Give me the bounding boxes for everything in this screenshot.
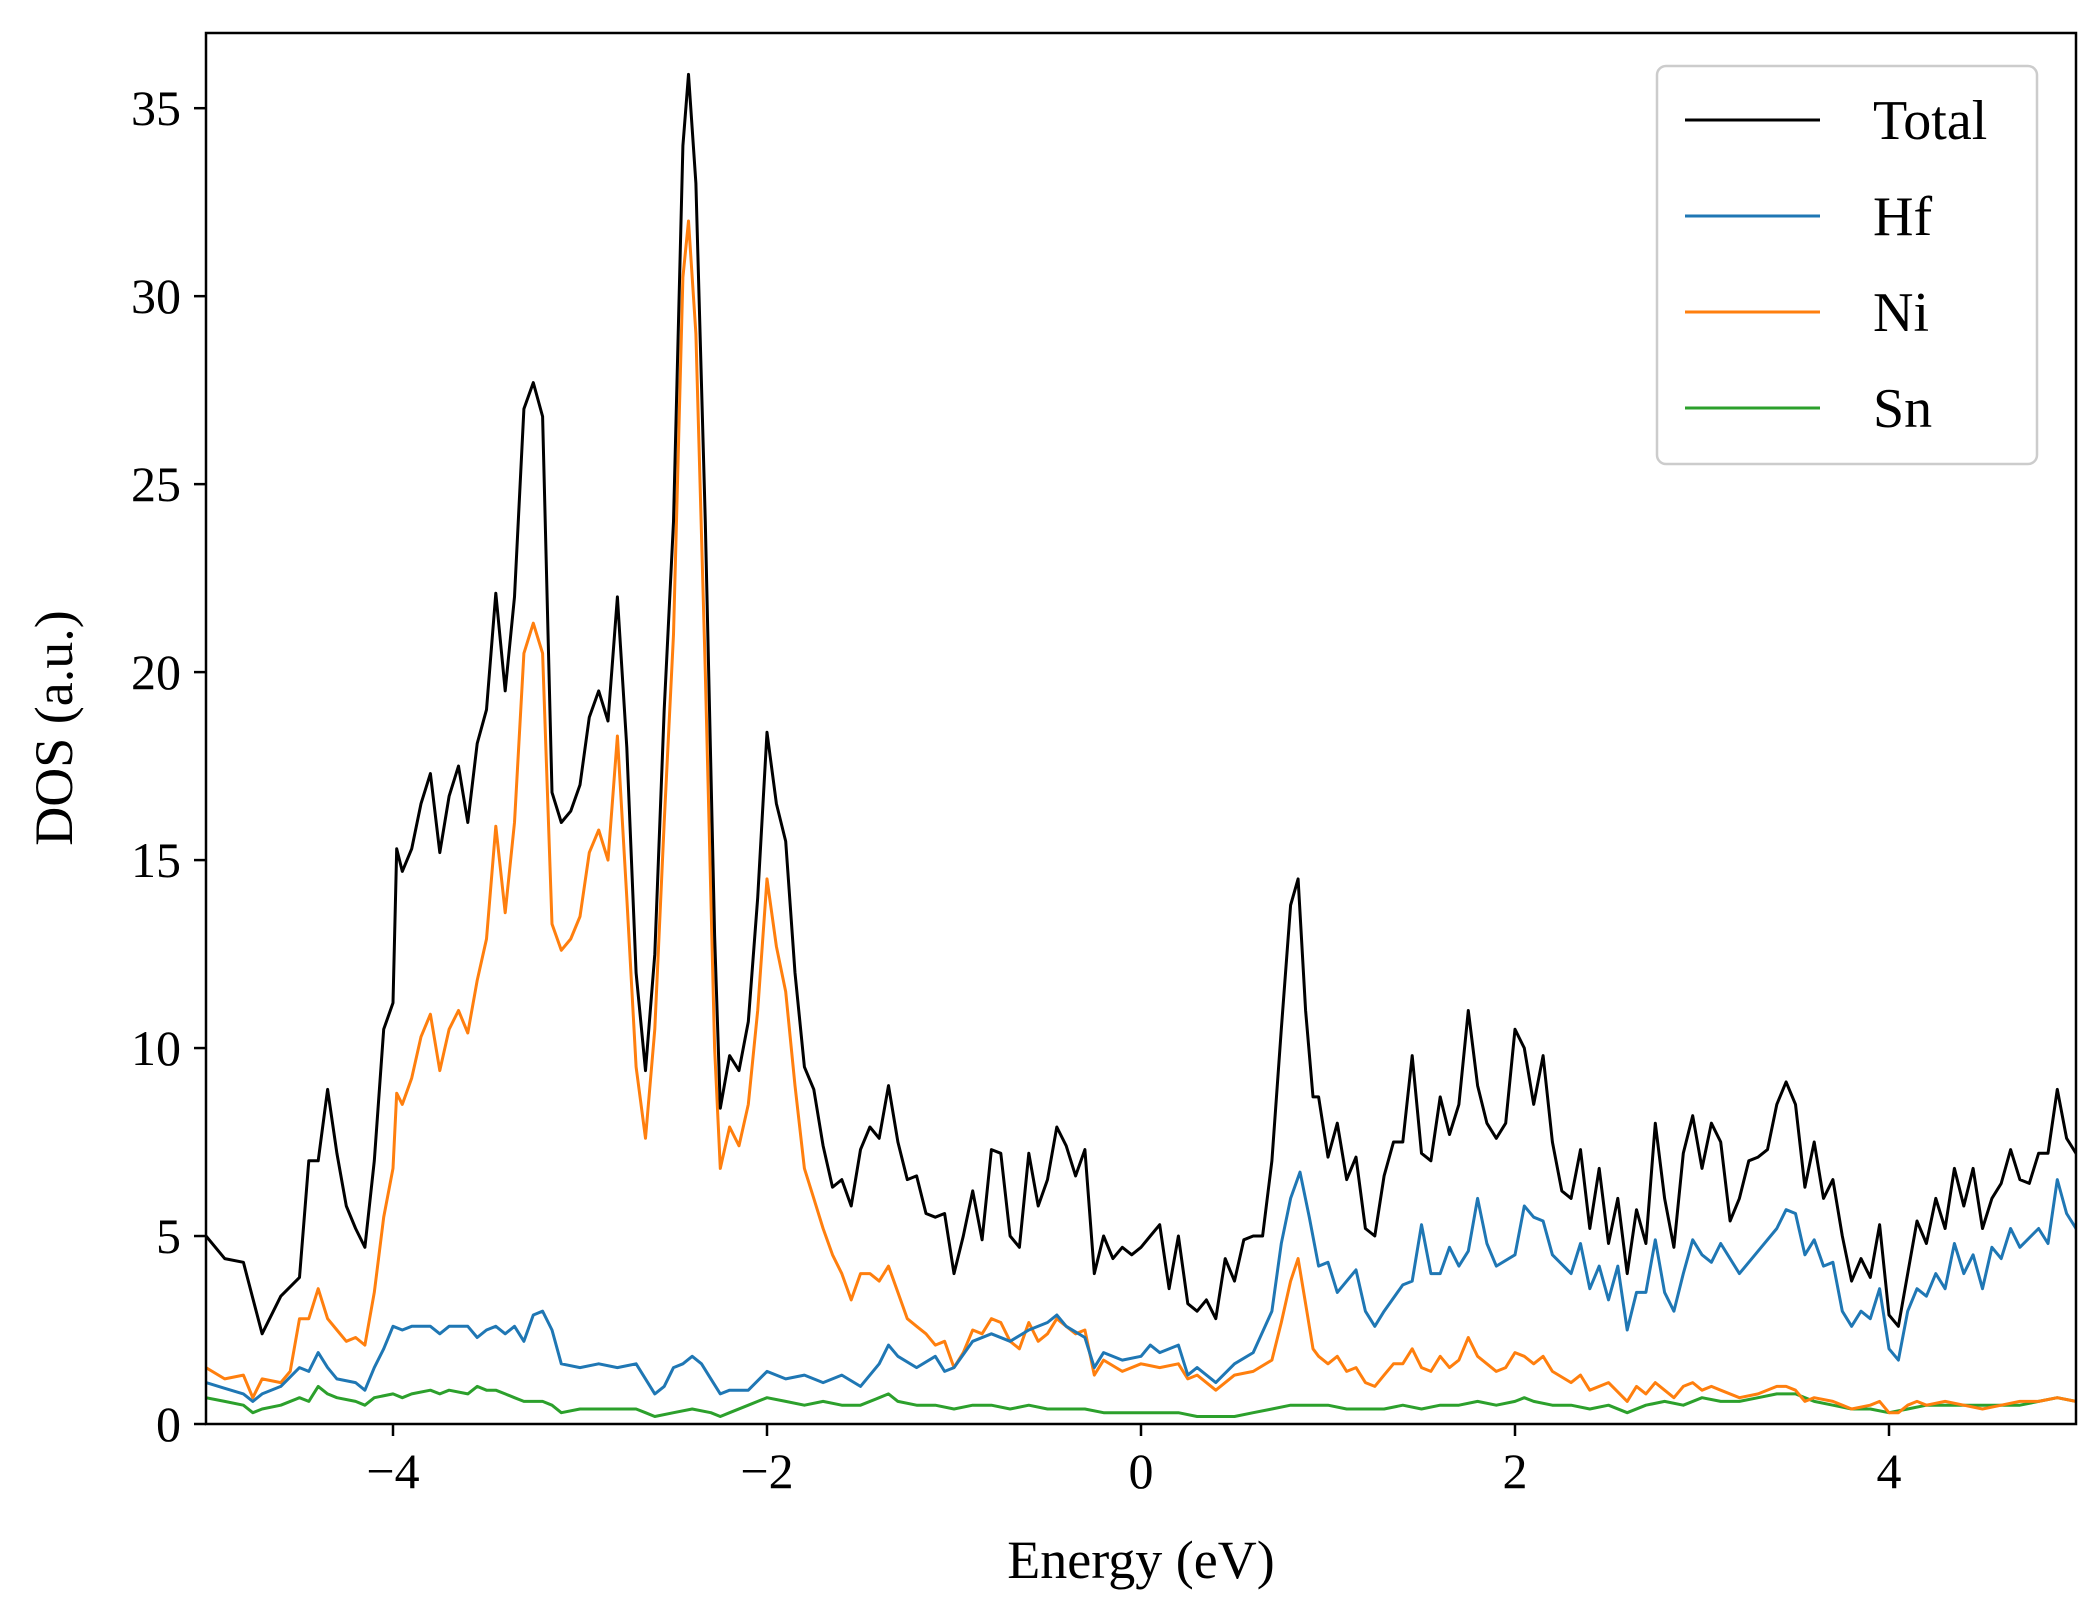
series-line-ni <box>206 219 2076 1415</box>
legend-entries: Total Hf Ni Sn <box>1685 90 1987 440</box>
y-tick-label: 15 <box>131 832 181 888</box>
series-line-total <box>206 72 2076 1336</box>
y-tick-label: 25 <box>131 456 181 512</box>
legend-label-ni: Ni <box>1873 282 1929 344</box>
y-tick-label: 10 <box>131 1020 181 1076</box>
legend-label-hf: Hf <box>1873 186 1932 248</box>
y-tick-label: 20 <box>131 644 181 700</box>
plot-frame <box>204 31 2078 1426</box>
legend: Total Hf Ni Sn <box>1655 64 2039 466</box>
y-tick-label: 35 <box>131 80 181 136</box>
x-axis-label: Energy (eV) <box>1007 1530 1274 1590</box>
y-axis-label: DOS (a.u.) <box>24 610 84 845</box>
x-tick-label: 0 <box>1129 1443 1154 1499</box>
y-tick-label: 5 <box>156 1208 181 1264</box>
y-tick-label: 30 <box>131 268 181 324</box>
tick-layer: −4 −2 0 2 4 0 5 10 15 20 25 30 35 <box>131 80 1902 1499</box>
legend-frame <box>1655 64 2039 466</box>
legend-label-sn: Sn <box>1873 378 1932 440</box>
x-tick-label: −2 <box>740 1443 793 1499</box>
series-line-hf <box>206 1170 2076 1403</box>
legend-label-total: Total <box>1873 90 1987 152</box>
x-tick-label: 4 <box>1877 1443 1902 1499</box>
series-line-sn <box>206 1384 2076 1418</box>
series-layer <box>206 72 2076 1418</box>
x-tick-label: 2 <box>1503 1443 1528 1499</box>
y-tick-label: 0 <box>156 1396 181 1452</box>
x-tick-label: −4 <box>366 1443 419 1499</box>
